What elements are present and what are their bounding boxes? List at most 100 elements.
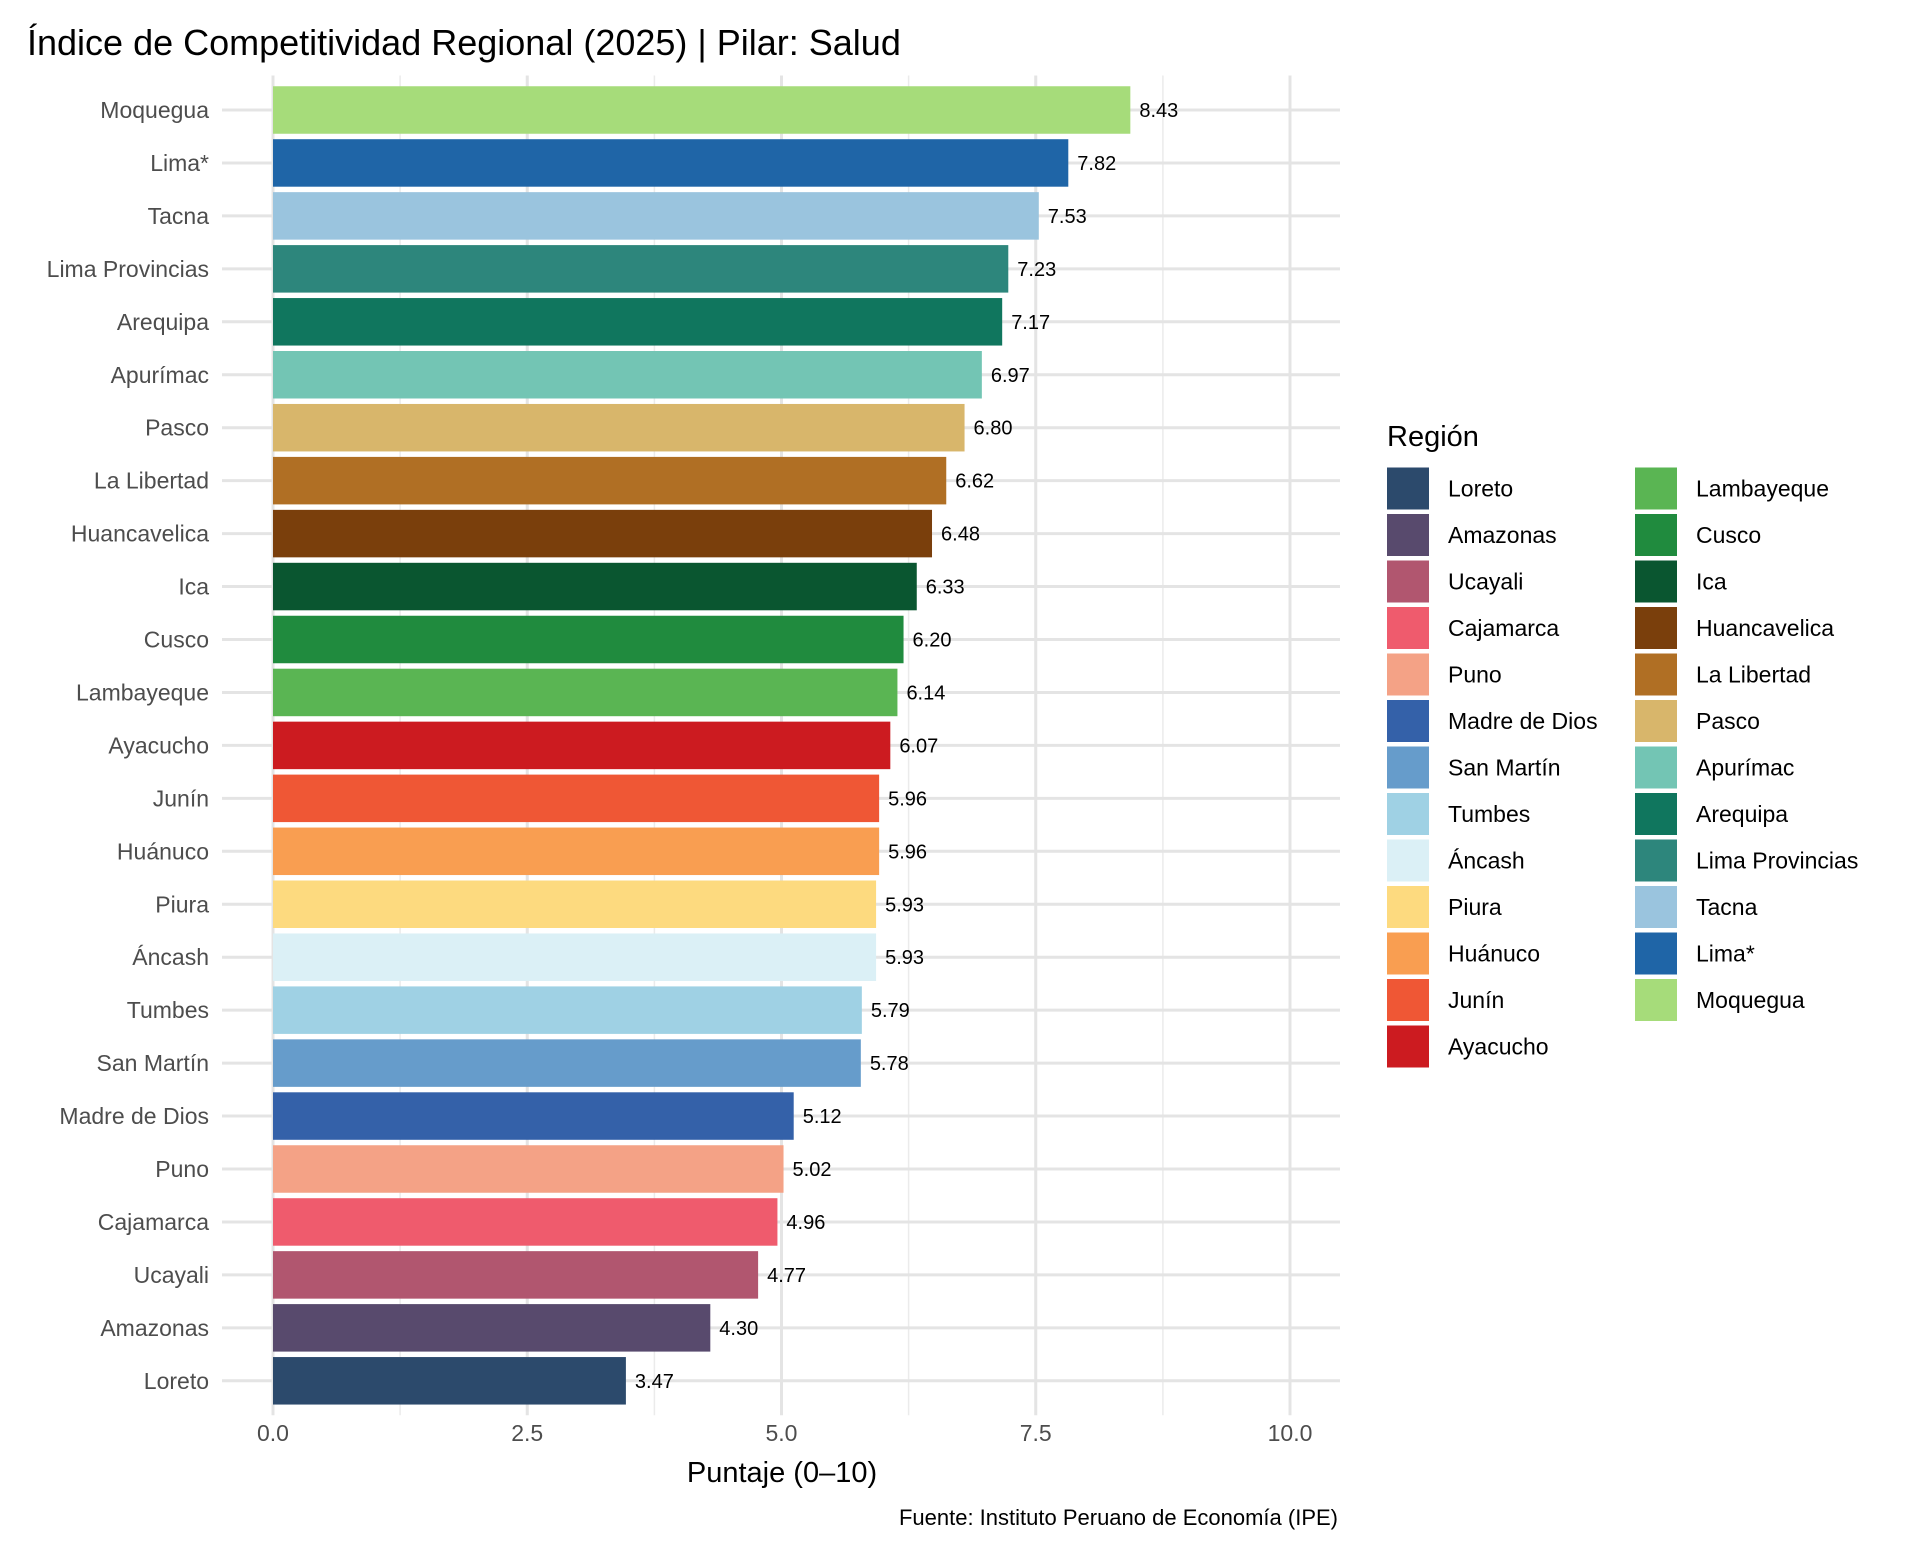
bar bbox=[273, 1251, 759, 1299]
legend-item: Ica bbox=[1635, 560, 1727, 603]
legend-key bbox=[1387, 1025, 1429, 1068]
legend-key bbox=[1387, 886, 1429, 928]
bar-value-label: 8.43 bbox=[1139, 100, 1178, 122]
legend: Región Loreto Amazonas Ucayali Cajamarca Pun… bbox=[1387, 421, 1858, 1068]
y-tick-label: Piura bbox=[155, 891, 209, 917]
legend-key bbox=[1387, 514, 1429, 556]
y-tick-label: Tacna bbox=[148, 203, 210, 229]
legend-key bbox=[1387, 793, 1429, 835]
y-tick-label: Ucayali bbox=[134, 1262, 209, 1288]
x-axis-label: Puntaje (0–10) bbox=[687, 1457, 877, 1489]
legend-label: Áncash bbox=[1448, 848, 1525, 874]
bar bbox=[273, 1198, 778, 1246]
legend-key bbox=[1635, 979, 1677, 1021]
bar-value-label: 6.48 bbox=[941, 524, 980, 546]
bar-value-label: 7.82 bbox=[1077, 153, 1116, 175]
legend-label: Arequipa bbox=[1696, 801, 1788, 827]
y-tick-label: Puno bbox=[155, 1156, 209, 1182]
bar-value-label: 5.93 bbox=[885, 894, 924, 916]
legend-item: Cajamarca bbox=[1387, 607, 1559, 649]
legend-key bbox=[1635, 607, 1677, 649]
bar-value-label: 4.77 bbox=[767, 1265, 806, 1287]
y-tick-label: Ica bbox=[178, 574, 209, 600]
legend-label: San Martín bbox=[1448, 755, 1561, 781]
legend-key bbox=[1635, 746, 1677, 789]
y-tick-label: Áncash bbox=[132, 944, 209, 970]
legend-label: Ayacucho bbox=[1448, 1034, 1549, 1060]
bar-value-label: 6.20 bbox=[913, 630, 952, 652]
legend-item: Huancavelica bbox=[1635, 607, 1834, 649]
bar bbox=[273, 1092, 794, 1140]
legend-label: Pasco bbox=[1696, 708, 1760, 734]
legend-item: Lima* bbox=[1635, 932, 1755, 975]
bar-value-label: 3.47 bbox=[635, 1371, 674, 1393]
legend-item: Tacna bbox=[1635, 886, 1758, 928]
legend-label: Moquegua bbox=[1696, 987, 1805, 1013]
legend-item: Loreto bbox=[1387, 467, 1513, 510]
legend-key bbox=[1635, 932, 1677, 975]
bar-value-label: 7.17 bbox=[1011, 312, 1050, 334]
y-axis-tick-labels: Moquegua Lima* Tacna Lima Provincias Arequip… bbox=[47, 97, 210, 1394]
y-tick-label: San Martín bbox=[97, 1050, 210, 1076]
bar-value-label: 5.12 bbox=[803, 1106, 842, 1128]
legend-item: La Libertad bbox=[1635, 653, 1811, 696]
legend-key bbox=[1387, 979, 1429, 1021]
legend-items: Loreto Amazonas Ucayali Cajamarca Puno Madre … bbox=[1387, 467, 1858, 1068]
legend-item: Lima Provincias bbox=[1635, 839, 1858, 882]
y-tick-label: Junín bbox=[153, 785, 209, 811]
legend-item: Cusco bbox=[1635, 514, 1761, 556]
legend-item: San Martín bbox=[1387, 746, 1561, 789]
legend-key bbox=[1387, 560, 1429, 603]
bar bbox=[273, 1304, 711, 1352]
x-axis-tick-labels: 0.0 2.5 5.0 7.5 10.0 bbox=[257, 1420, 1312, 1446]
legend-item: Ayacucho bbox=[1387, 1025, 1549, 1068]
bar bbox=[273, 986, 862, 1034]
bar bbox=[273, 1039, 861, 1087]
legend-item: Tumbes bbox=[1387, 793, 1530, 835]
legend-key bbox=[1635, 514, 1677, 556]
legend-item: Huánuco bbox=[1387, 932, 1540, 975]
bar bbox=[273, 880, 877, 928]
y-tick-label: Tumbes bbox=[127, 997, 209, 1023]
legend-item: Pasco bbox=[1635, 700, 1760, 742]
legend-label: Ucayali bbox=[1448, 569, 1523, 595]
legend-item: Moquegua bbox=[1635, 979, 1805, 1021]
bar bbox=[273, 456, 947, 505]
bar-value-label: 6.97 bbox=[991, 365, 1030, 387]
bar-value-label: 6.80 bbox=[974, 418, 1013, 440]
y-tick-label: Loreto bbox=[144, 1368, 209, 1394]
legend-label: Junín bbox=[1448, 987, 1504, 1013]
legend-key bbox=[1387, 653, 1429, 696]
bar bbox=[273, 298, 1003, 346]
legend-key bbox=[1635, 886, 1677, 928]
bar-value-label: 5.79 bbox=[871, 1000, 910, 1022]
legend-label: Ica bbox=[1696, 569, 1727, 595]
bar-value-label: 4.96 bbox=[786, 1212, 825, 1234]
legend-label: Huánuco bbox=[1448, 941, 1540, 967]
legend-item: Arequipa bbox=[1635, 793, 1788, 835]
bar-value-label: 6.62 bbox=[955, 471, 994, 493]
legend-title: Región bbox=[1387, 421, 1479, 453]
y-tick-label: Lambayeque bbox=[76, 679, 209, 705]
bar bbox=[273, 245, 1009, 293]
legend-key bbox=[1635, 467, 1677, 510]
legend-item: Amazonas bbox=[1387, 514, 1557, 556]
legend-key bbox=[1387, 839, 1429, 882]
legend-label: Puno bbox=[1448, 662, 1502, 688]
bar bbox=[273, 562, 917, 611]
y-tick-label: Huánuco bbox=[117, 838, 209, 864]
bar-value-label: 4.30 bbox=[719, 1318, 758, 1340]
bar-value-label: 7.23 bbox=[1017, 259, 1056, 281]
legend-label: Amazonas bbox=[1448, 522, 1557, 548]
y-tick-label: Madre de Dios bbox=[59, 1103, 209, 1129]
legend-key bbox=[1635, 793, 1677, 835]
y-tick-label: Apurímac bbox=[111, 362, 209, 388]
legend-label: La Libertad bbox=[1696, 662, 1811, 688]
legend-label: Piura bbox=[1448, 894, 1502, 920]
x-tick-label: 2.5 bbox=[511, 1420, 543, 1446]
bar bbox=[273, 139, 1069, 187]
legend-key bbox=[1387, 746, 1429, 789]
bar bbox=[273, 721, 891, 770]
legend-label: Loreto bbox=[1448, 476, 1513, 502]
